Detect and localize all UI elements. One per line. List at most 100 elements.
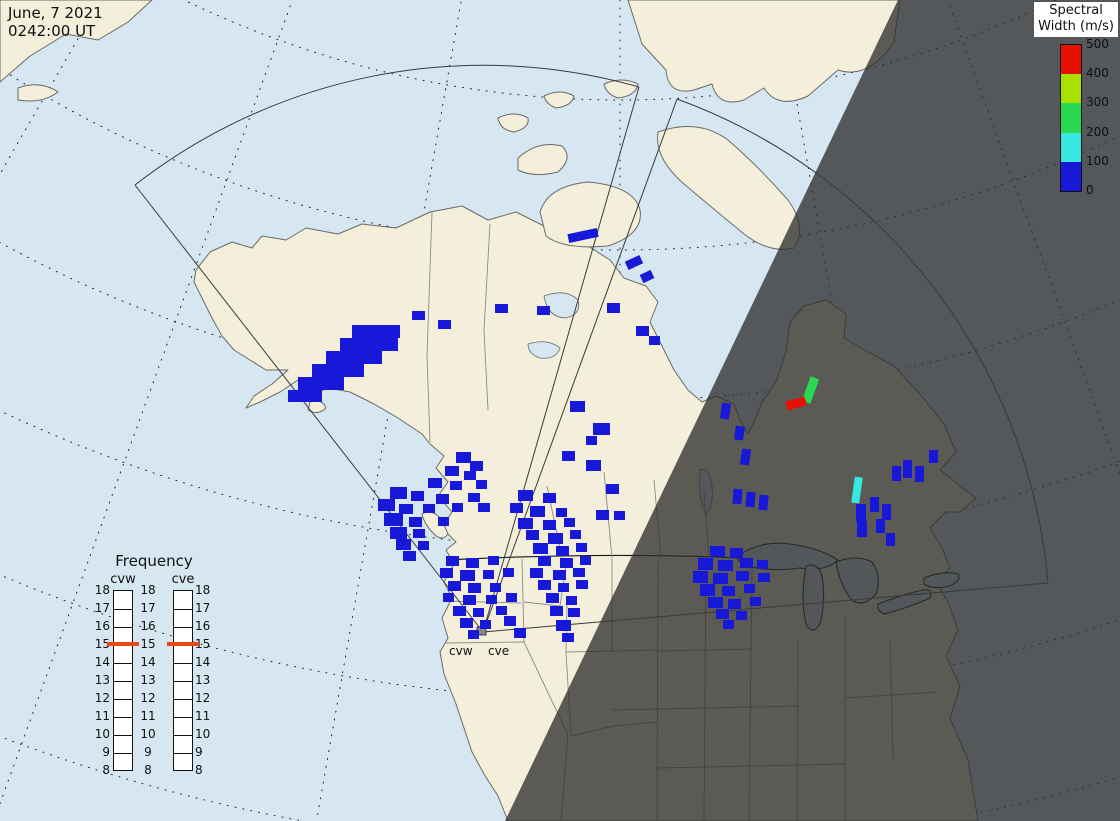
frequency-scale-divider xyxy=(174,753,192,754)
radar-echo-cell xyxy=(586,460,601,471)
frequency-tick-label: 12 xyxy=(195,691,211,705)
radar-echo-cell xyxy=(448,581,461,591)
frequency-tick-label: 11 xyxy=(140,709,156,723)
frequency-scale-divider xyxy=(114,717,132,718)
frequency-tick-label: 8 xyxy=(195,763,203,777)
frequency-scale-divider xyxy=(174,717,192,718)
radar-echo-cell xyxy=(556,620,571,631)
radar-echo-cell xyxy=(929,450,938,463)
colorbar-tick-label: 500 xyxy=(1086,37,1109,51)
frequency-scale-divider xyxy=(114,735,132,736)
radar-echo-cell xyxy=(553,570,566,580)
radar-echo-cell xyxy=(384,513,403,526)
radar-echo-cell xyxy=(409,517,422,527)
radar-echo-cell xyxy=(744,584,755,593)
radar-echo-cell xyxy=(580,556,591,565)
radar-echo-cell xyxy=(530,568,543,578)
time-text: 0242:00 UT xyxy=(8,22,96,40)
radar-echo-cell xyxy=(722,586,735,596)
frequency-tick-label: 17 xyxy=(195,601,211,615)
frequency-column-header-cvw: cvw xyxy=(110,572,136,587)
colorbar-segment xyxy=(1061,132,1081,163)
radar-echo-cell xyxy=(567,227,599,244)
radar-echo-cell xyxy=(710,546,725,557)
radar-echo-cell xyxy=(390,527,407,539)
radar-echo-cell xyxy=(558,583,569,592)
frequency-marker xyxy=(167,642,199,646)
frequency-scale-divider xyxy=(174,627,192,628)
radar-echo-cell xyxy=(566,596,577,605)
frequency-scale-divider xyxy=(114,609,132,610)
frequency-tick-label: 12 xyxy=(140,691,156,705)
radar-echo-cell xyxy=(468,493,480,502)
radar-echo-cell xyxy=(352,325,400,338)
radar-echo-cell xyxy=(543,493,556,503)
colorbar-tick-label: 100 xyxy=(1086,153,1109,168)
radar-echo-cell xyxy=(503,568,514,577)
colorbar-segment xyxy=(1061,161,1081,192)
radar-echo-cell xyxy=(556,508,567,517)
radar-echo-cell xyxy=(464,471,476,480)
radar-echo-cell xyxy=(636,326,649,336)
radar-echo-cell xyxy=(546,593,559,603)
radar-echo-cell xyxy=(543,520,556,530)
radar-echo-cell xyxy=(514,628,526,638)
radar-echo-cell xyxy=(298,377,344,390)
land-siberia-island xyxy=(17,84,59,102)
radar-echo-cell xyxy=(596,510,609,520)
radar-echo-cell xyxy=(719,402,732,420)
radar-echo-cell xyxy=(478,503,490,512)
radar-echo-cell xyxy=(340,338,398,351)
frequency-tick-label: 16 xyxy=(195,619,211,633)
radar-echo-cell xyxy=(506,593,517,602)
radar-echo-cell xyxy=(562,451,575,461)
radar-echo-cell xyxy=(463,595,476,605)
colorbar-tick-label: 300 xyxy=(1086,95,1109,110)
radar-echo-cell xyxy=(758,494,769,511)
radar-echo-cell xyxy=(446,556,459,566)
frequency-scale-divider xyxy=(174,735,192,736)
night-shadow-overlay xyxy=(505,0,1120,821)
date-text: June, 7 2021 xyxy=(8,4,103,22)
radar-echo-cell xyxy=(526,530,539,540)
radar-echo-cell xyxy=(548,533,563,544)
radar-site-label-cvw: cvw xyxy=(449,644,473,658)
great-slave-lake xyxy=(527,341,561,359)
radar-echo-cell xyxy=(716,609,729,619)
radar-echo-cell xyxy=(483,570,494,579)
radar-echo-cell xyxy=(473,608,484,617)
radar-echo-cell xyxy=(411,491,424,501)
radar-echo-cell xyxy=(530,506,545,517)
radar-echo-cell xyxy=(490,583,501,592)
radar-echo-cell xyxy=(438,320,451,329)
radar-echo-cell xyxy=(801,376,820,404)
radar-fov-boundaries xyxy=(134,64,1049,633)
radar-echo-cell xyxy=(736,571,749,581)
radar-echo-cell xyxy=(510,503,523,513)
frequency-tick-label: 17 xyxy=(140,601,156,615)
colorbar-gradient-bar xyxy=(1060,44,1082,192)
radar-echo-cell xyxy=(851,476,863,504)
frequency-tick-label: 18 xyxy=(140,583,156,597)
arctic-island-small-2 xyxy=(543,91,575,109)
radar-echo-cell xyxy=(413,529,425,538)
radar-echo-cell xyxy=(614,511,625,520)
radar-echo-cell xyxy=(564,518,575,527)
frequency-scale-divider xyxy=(114,663,132,664)
radar-echo-cell xyxy=(445,466,459,476)
radar-echo-cell xyxy=(745,491,756,508)
radar-echo-cell xyxy=(903,460,912,478)
frequency-tick-label: 14 xyxy=(140,655,156,669)
colorbar-segment xyxy=(1061,103,1081,134)
radar-echo-cell xyxy=(466,558,479,568)
radar-echo-cell xyxy=(736,611,747,620)
radar-echo-cell xyxy=(403,551,416,561)
frequency-scale-divider xyxy=(114,699,132,700)
radar-echo-cell xyxy=(568,608,580,617)
radar-echo-cell xyxy=(700,584,715,596)
radar-echo-cell xyxy=(639,269,655,284)
radar-echo-cell xyxy=(443,593,454,602)
frequency-scale-divider xyxy=(174,663,192,664)
frequency-tick-label: 16 xyxy=(140,619,156,633)
